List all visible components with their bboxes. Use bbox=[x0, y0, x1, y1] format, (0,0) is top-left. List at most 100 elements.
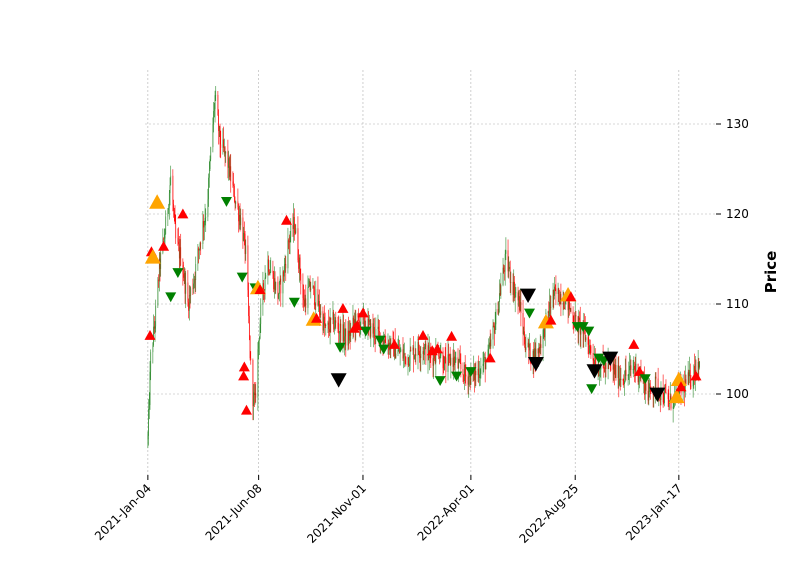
candle-body bbox=[569, 308, 571, 310]
candle-body bbox=[517, 292, 519, 301]
marker-down bbox=[374, 335, 386, 346]
candle-body bbox=[424, 343, 426, 347]
candle-body bbox=[212, 124, 214, 148]
candle-body bbox=[400, 349, 402, 352]
candle-body bbox=[343, 324, 345, 342]
candle-body bbox=[648, 391, 650, 401]
candle-body bbox=[165, 216, 167, 235]
marker-up bbox=[254, 284, 266, 294]
candle-body bbox=[539, 344, 541, 353]
candle-body bbox=[242, 217, 244, 241]
candle-body bbox=[279, 278, 281, 282]
candle-body bbox=[233, 184, 234, 186]
candle-body bbox=[174, 214, 176, 224]
candle-body bbox=[433, 353, 435, 366]
marker-layer bbox=[144, 194, 702, 415]
candle-body bbox=[164, 234, 166, 239]
candle-body bbox=[504, 270, 505, 272]
candle-body bbox=[559, 301, 560, 305]
candle-body bbox=[243, 232, 244, 241]
marker-down bbox=[527, 357, 544, 372]
candle-body bbox=[604, 367, 605, 373]
candle-body bbox=[302, 284, 304, 299]
candle-body bbox=[377, 326, 379, 329]
candle-body bbox=[237, 201, 239, 208]
candle-body bbox=[413, 347, 415, 360]
candle-body bbox=[183, 274, 184, 278]
marker-down bbox=[334, 342, 346, 353]
candle-body bbox=[549, 302, 551, 308]
candle-body bbox=[205, 216, 207, 218]
candle-body bbox=[159, 258, 161, 269]
candle-body bbox=[535, 348, 537, 359]
candle-body bbox=[280, 278, 282, 294]
candle-body bbox=[323, 316, 325, 331]
candle-body bbox=[328, 322, 330, 330]
candle-body bbox=[370, 323, 372, 337]
candle-body bbox=[519, 296, 520, 311]
candle-body bbox=[278, 293, 279, 299]
candle-body bbox=[347, 330, 349, 346]
marker-up bbox=[446, 330, 458, 341]
marker-down bbox=[220, 197, 232, 207]
marker-down bbox=[586, 384, 598, 395]
candle-body bbox=[592, 352, 594, 361]
candle-body bbox=[647, 390, 649, 401]
candle-body bbox=[628, 370, 630, 375]
candle-body bbox=[484, 357, 486, 370]
marker-down bbox=[330, 373, 347, 388]
candle-body bbox=[474, 370, 476, 381]
candle-body bbox=[690, 385, 692, 387]
candle-body bbox=[200, 243, 202, 244]
candle-body bbox=[644, 377, 645, 395]
candle-body bbox=[697, 361, 699, 375]
candle-body bbox=[622, 378, 624, 381]
candle-body bbox=[538, 347, 540, 354]
marker-down bbox=[577, 322, 589, 332]
candle-body bbox=[645, 383, 647, 391]
candle-body bbox=[445, 357, 447, 372]
marker-up bbox=[628, 339, 640, 349]
candle-body bbox=[449, 355, 451, 365]
candle-body bbox=[618, 365, 620, 386]
candle-body bbox=[497, 309, 499, 314]
candle-body bbox=[312, 285, 314, 289]
candle-body bbox=[564, 307, 565, 310]
marker-down bbox=[172, 268, 184, 278]
candle-body bbox=[507, 250, 509, 272]
candle-body bbox=[579, 320, 581, 335]
candle-body bbox=[624, 380, 625, 385]
candle-body bbox=[287, 240, 289, 269]
candle-body bbox=[402, 349, 404, 359]
candle-body bbox=[679, 383, 680, 400]
candle-body bbox=[253, 392, 254, 407]
candle-body bbox=[492, 325, 494, 340]
marker-down bbox=[520, 288, 537, 303]
candle-body bbox=[644, 383, 646, 395]
candle-body bbox=[515, 292, 517, 294]
candle-body bbox=[430, 353, 432, 359]
candle-body bbox=[277, 281, 279, 299]
candle-body bbox=[223, 139, 224, 148]
candle-body bbox=[489, 342, 490, 348]
candle-body bbox=[469, 373, 470, 378]
candle-body bbox=[540, 344, 542, 348]
candle-body bbox=[230, 166, 232, 182]
candle-body bbox=[620, 378, 622, 381]
candle-body bbox=[470, 369, 472, 385]
candle-body bbox=[173, 203, 174, 211]
candle-body bbox=[190, 288, 192, 296]
candle-body bbox=[329, 317, 331, 333]
candle-body bbox=[549, 302, 550, 317]
candle-body bbox=[238, 207, 239, 222]
candle-body bbox=[288, 240, 289, 242]
candle-body bbox=[519, 301, 521, 311]
candle-body bbox=[154, 326, 156, 329]
candle-body bbox=[197, 248, 199, 265]
candle-body bbox=[285, 264, 287, 269]
candle-body bbox=[173, 210, 175, 215]
candle-body bbox=[193, 279, 195, 284]
marker-up bbox=[537, 314, 554, 329]
y-axis-label: Price bbox=[762, 251, 780, 294]
candle-body bbox=[163, 238, 164, 240]
